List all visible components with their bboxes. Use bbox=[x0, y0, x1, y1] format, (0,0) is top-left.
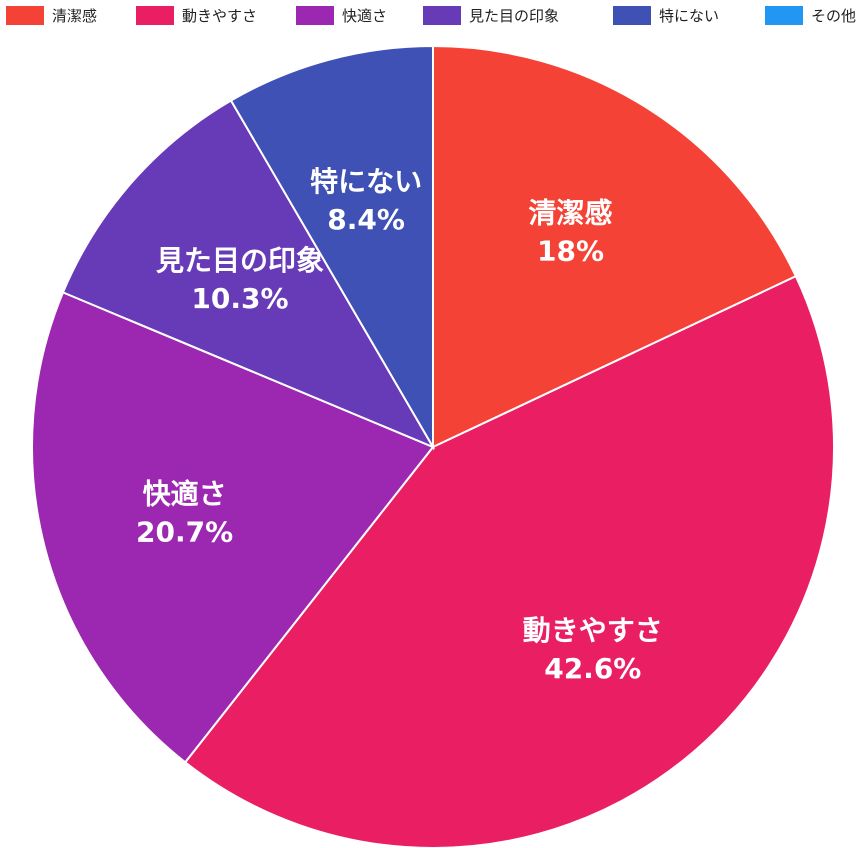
legend-label: 快適さ bbox=[342, 6, 388, 25]
slice-label-value: 8.4% bbox=[327, 203, 405, 236]
pie-slices bbox=[31, 44, 835, 848]
pie-slice-appearance[interactable] bbox=[61, 99, 436, 450]
slice-label-name: 見た目の印象 bbox=[156, 244, 324, 277]
legend-label: 見た目の印象 bbox=[469, 6, 560, 25]
slice-label-name: 快適さ bbox=[143, 478, 227, 511]
chart-legend: 清潔感 動きやすさ 快適さ 見た目の印象 特にない その他 bbox=[0, 0, 866, 32]
slice-label-name: 特にない bbox=[310, 165, 422, 198]
pie-slice-comfort[interactable] bbox=[31, 291, 435, 764]
legend-swatch bbox=[296, 5, 334, 25]
legend-swatch bbox=[6, 5, 44, 25]
slice-label-value: 42.6% bbox=[544, 652, 641, 685]
legend-label: 動きやすさ bbox=[182, 6, 258, 25]
legend-item[interactable]: その他 bbox=[765, 3, 856, 27]
legend-label: 特にない bbox=[659, 6, 720, 25]
slice-label-value: 18% bbox=[537, 234, 604, 267]
pie-slice-ease-of-movement[interactable] bbox=[183, 274, 835, 848]
legend-item[interactable]: 見た目の印象 bbox=[423, 3, 559, 27]
slice-label-value: 10.3% bbox=[191, 282, 288, 315]
slice-label-value: 20.7% bbox=[136, 516, 233, 549]
legend-swatch bbox=[765, 5, 803, 25]
pie-slice-nothing-in-particular[interactable] bbox=[229, 44, 434, 451]
legend-swatch bbox=[136, 5, 174, 25]
legend-item[interactable]: 動きやすさ bbox=[136, 3, 257, 27]
legend-swatch bbox=[423, 5, 461, 25]
legend-item[interactable]: 特にない bbox=[613, 3, 719, 27]
legend-label: その他 bbox=[811, 6, 857, 25]
legend-item[interactable]: 快適さ bbox=[296, 3, 387, 27]
slice-label-name: 清潔感 bbox=[528, 196, 612, 229]
legend-item[interactable]: 清潔感 bbox=[6, 3, 97, 27]
pie-slice-cleanliness[interactable] bbox=[432, 44, 798, 449]
legend-swatch bbox=[613, 5, 651, 25]
legend-label: 清潔感 bbox=[52, 6, 98, 25]
slice-label-name: 動きやすさ bbox=[523, 614, 663, 647]
pie-slice-labels: 清潔感 18% 動きやすさ 42.6% 快適さ 20.7% 見た目の印象 10.3% 特にない 8… bbox=[136, 165, 663, 685]
